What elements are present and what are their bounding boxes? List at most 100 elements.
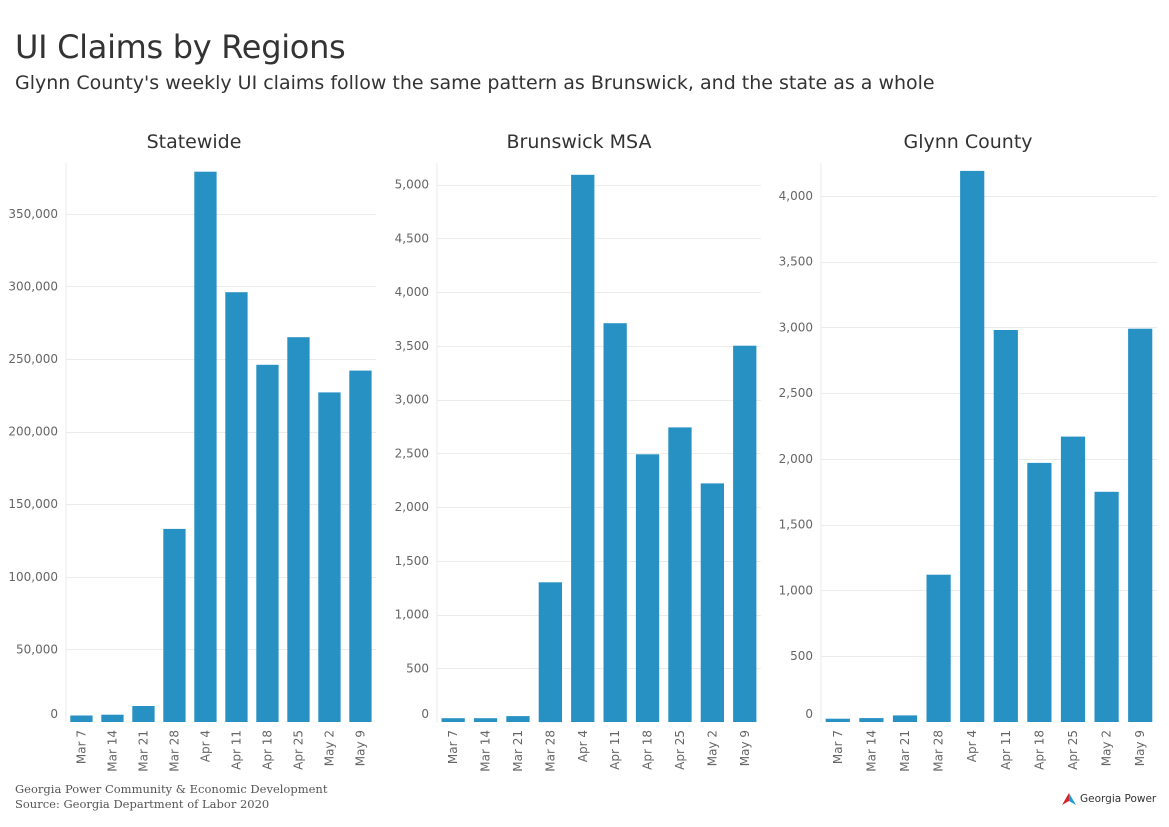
x-tick-label-brunswick-msa: May 9 (738, 730, 752, 766)
x-tick-label-brunswick-msa: Mar 21 (511, 730, 525, 772)
y-tick-label-brunswick-msa: 3,500 (395, 339, 429, 353)
x-tick-label-brunswick-msa: Apr 4 (576, 730, 590, 762)
x-tick-label-glynn-county: Mar 7 (831, 730, 845, 764)
y-tick-label-glynn-county: 4,000 (779, 189, 813, 203)
bar-glynn-county-apr-25 (1060, 436, 1086, 722)
x-tick-label-statewide: Mar 14 (106, 730, 120, 772)
y-tick-label-brunswick-msa: 4,500 (395, 231, 429, 245)
x-tick-label-statewide: Apr 11 (230, 730, 244, 770)
bar-brunswick-msa-mar-7 (441, 718, 465, 722)
bar-statewide-apr-25 (287, 337, 310, 722)
y-tick-label-brunswick-msa: 500 (406, 661, 429, 675)
bar-brunswick-msa-mar-14 (473, 718, 498, 722)
y-tick-label-statewide: 200,000 (8, 425, 58, 439)
x-tick-label-statewide: Mar 28 (168, 730, 182, 772)
x-tick-label-glynn-county: Mar 21 (898, 730, 912, 772)
x-tick-label-glynn-county: Apr 18 (1032, 730, 1046, 770)
bar-statewide-mar-14 (101, 714, 124, 722)
y-tick-label-brunswick-msa: 2,000 (395, 500, 429, 514)
bar-statewide-may-9 (349, 370, 372, 722)
y-tick-label-brunswick-msa: 0 (421, 707, 429, 721)
chart-title-brunswick-msa: Brunswick MSA (507, 131, 652, 153)
bar-statewide-apr-4 (194, 171, 217, 722)
bar-brunswick-msa-apr-25 (668, 427, 692, 722)
footer-source: Source: Georgia Department of Labor 2020 (15, 797, 270, 811)
bar-brunswick-msa-may-2 (700, 483, 724, 722)
bar-statewide-mar-21 (132, 706, 155, 722)
bar-glynn-county-may-2 (1094, 491, 1119, 722)
x-tick-label-statewide: May 9 (354, 730, 368, 766)
y-tick-label-statewide: 250,000 (8, 352, 58, 366)
y-tick-label-brunswick-msa: 4,000 (395, 285, 429, 299)
x-tick-label-glynn-county: May 9 (1133, 730, 1147, 766)
x-tick-label-statewide: Mar 7 (75, 730, 89, 764)
y-tick-label-glynn-county: 3,000 (779, 320, 813, 334)
y-tick-label-glynn-county: 500 (790, 649, 813, 663)
brand-name: Georgia Power (1080, 793, 1157, 805)
y-tick-label-statewide: 50,000 (16, 642, 58, 656)
bar-statewide-apr-11 (225, 292, 248, 722)
x-tick-label-brunswick-msa: Mar 28 (543, 730, 557, 772)
bar-brunswick-msa-may-9 (733, 345, 757, 722)
bar-brunswick-msa-apr-4 (571, 174, 595, 723)
bar-statewide-may-2 (318, 392, 341, 722)
x-tick-label-glynn-county: Apr 4 (965, 730, 979, 762)
x-tick-label-glynn-county: Mar 14 (864, 730, 878, 772)
georgia-power-icon (1062, 793, 1076, 805)
x-tick-label-statewide: Apr 4 (199, 730, 213, 762)
brand-logo: Georgia Power (1062, 793, 1156, 805)
y-tick-label-glynn-county: 2,500 (779, 386, 813, 400)
y-tick-label-statewide: 350,000 (8, 207, 58, 221)
y-tick-label-glynn-county: 1,500 (779, 518, 813, 532)
bar-statewide-mar-28 (163, 528, 186, 722)
y-tick-label-brunswick-msa: 1,000 (395, 608, 429, 622)
bar-glynn-county-mar-14 (859, 718, 884, 722)
bar-statewide-mar-7 (70, 715, 93, 722)
bar-brunswick-msa-apr-18 (635, 454, 660, 722)
x-tick-label-brunswick-msa: Apr 25 (673, 730, 687, 770)
y-tick-label-glynn-county: 2,000 (779, 452, 813, 466)
bar-glynn-county-mar-7 (825, 718, 850, 722)
y-tick-label-statewide: 300,000 (8, 279, 58, 293)
x-tick-label-glynn-county: Apr 25 (1066, 730, 1080, 770)
y-tick-label-glynn-county: 1,000 (779, 583, 813, 597)
page-title: UI Claims by Regions (15, 28, 346, 66)
bar-glynn-county-may-9 (1128, 328, 1153, 722)
y-tick-label-statewide: 100,000 (8, 570, 58, 584)
x-tick-label-glynn-county: Apr 11 (999, 730, 1013, 770)
x-tick-label-statewide: May 2 (323, 730, 337, 766)
y-tick-label-glynn-county: 3,500 (779, 255, 813, 269)
x-tick-label-statewide: Apr 25 (292, 730, 306, 770)
bar-statewide-apr-18 (256, 364, 279, 722)
y-tick-label-brunswick-msa: 3,000 (395, 393, 429, 407)
x-tick-label-statewide: Apr 18 (261, 730, 275, 770)
bar-glynn-county-mar-21 (892, 715, 918, 722)
y-tick-label-brunswick-msa: 1,500 (395, 554, 429, 568)
bar-glynn-county-mar-28 (926, 574, 951, 722)
y-tick-label-brunswick-msa: 5,000 (395, 178, 429, 192)
y-tick-label-statewide: 0 (50, 707, 58, 721)
y-tick-label-glynn-county: 0 (805, 707, 813, 721)
x-tick-label-brunswick-msa: Apr 11 (608, 730, 622, 770)
x-tick-label-brunswick-msa: Apr 18 (641, 730, 655, 770)
footer-credit: Georgia Power Community & Economic Devel… (15, 782, 328, 796)
x-tick-label-brunswick-msa: May 2 (705, 730, 719, 766)
x-tick-label-brunswick-msa: Mar 7 (446, 730, 460, 764)
x-tick-label-brunswick-msa: Mar 14 (479, 730, 493, 772)
footer: Georgia Power Community & Economic Devel… (15, 782, 327, 812)
y-tick-label-brunswick-msa: 2,500 (395, 446, 429, 460)
x-tick-label-glynn-county: May 2 (1100, 730, 1114, 766)
bar-glynn-county-apr-4 (960, 170, 985, 722)
page-subtitle: Glynn County's weekly UI claims follow t… (15, 72, 935, 94)
chart-title-glynn-county: Glynn County (903, 131, 1032, 153)
bar-brunswick-msa-mar-28 (538, 582, 562, 723)
x-tick-label-glynn-county: Mar 28 (932, 730, 946, 772)
y-tick-label-statewide: 150,000 (8, 497, 58, 511)
bar-brunswick-msa-apr-11 (603, 323, 627, 722)
bar-brunswick-msa-mar-21 (506, 716, 530, 722)
bar-glynn-county-apr-18 (1027, 462, 1052, 722)
bar-glynn-county-apr-11 (993, 330, 1018, 722)
x-tick-label-statewide: Mar 21 (137, 730, 151, 772)
chart-title-statewide: Statewide (147, 131, 242, 153)
